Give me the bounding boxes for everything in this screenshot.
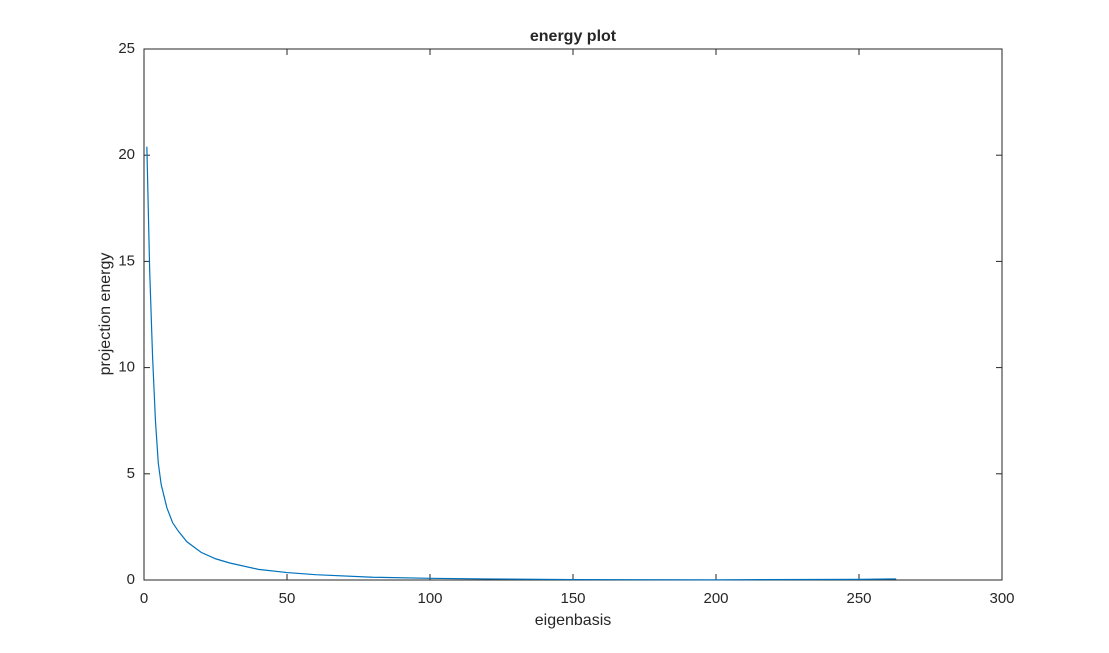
plot-frame [143,48,1003,581]
x-tick-label: 150 [560,590,585,607]
chart-title: energy plot [530,28,617,45]
y-tick-label: 25 [118,40,135,57]
x-tick-label: 300 [989,590,1014,607]
y-tick-label: 15 [118,252,135,269]
y-axis-label: projection energy [97,253,114,376]
y-tick-label: 0 [127,571,135,588]
x-tick-label: 50 [279,590,296,607]
x-tick-label: 200 [703,590,728,607]
y-tick-label: 5 [127,465,135,482]
x-axis-label: eigenbasis [535,612,612,629]
x-tick-label: 100 [417,590,442,607]
x-tick-label: 0 [140,590,148,607]
y-tick-label: 10 [118,359,135,376]
line [146,146,897,581]
x-tick-label: 250 [846,590,871,607]
y-tick-label: 20 [118,146,135,163]
